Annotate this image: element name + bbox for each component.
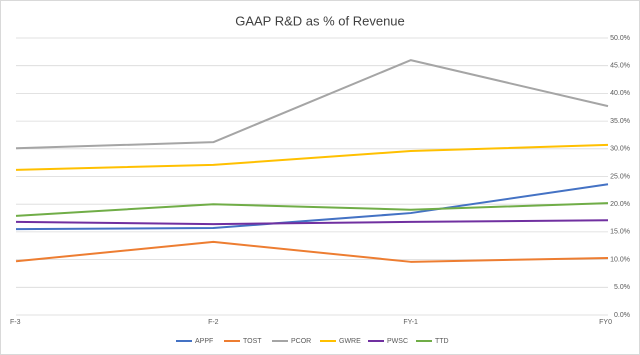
x-tick-label: FY-1	[403, 319, 418, 326]
x-tick-label: FY0	[599, 319, 612, 326]
legend-label: PWSC	[387, 338, 408, 345]
legend-label: GWRE	[339, 338, 361, 345]
y-tick-label: 40.0%	[610, 90, 630, 97]
y-tick-label: 30.0%	[610, 146, 630, 153]
x-tick-label: F-2	[208, 319, 219, 326]
series-line	[15, 59, 609, 150]
y-tick-label: 5.0%	[614, 284, 630, 291]
legend-label: TTD	[435, 338, 449, 345]
x-tick-label: F-3	[10, 319, 21, 326]
y-tick-label: 10.0%	[610, 256, 630, 263]
y-tick-label: 35.0%	[610, 118, 630, 125]
y-tick-label: 15.0%	[610, 229, 630, 236]
legend-label: PCOR	[291, 338, 311, 345]
y-tick-label: 45.0%	[610, 63, 630, 70]
series-line	[15, 219, 609, 226]
series-line	[15, 183, 609, 231]
y-tick-label: 25.0%	[610, 173, 630, 180]
legend-label: APPF	[195, 338, 213, 345]
series-line	[15, 240, 609, 263]
y-tick-label: 0.0%	[614, 312, 630, 319]
legend-label: TOST	[243, 338, 262, 345]
y-tick-label: 50.0%	[610, 35, 630, 42]
chart-title: GAAP R&D as % of Revenue	[235, 13, 405, 28]
series-line	[15, 143, 609, 171]
y-tick-label: 20.0%	[610, 201, 630, 208]
series-line	[15, 202, 609, 217]
